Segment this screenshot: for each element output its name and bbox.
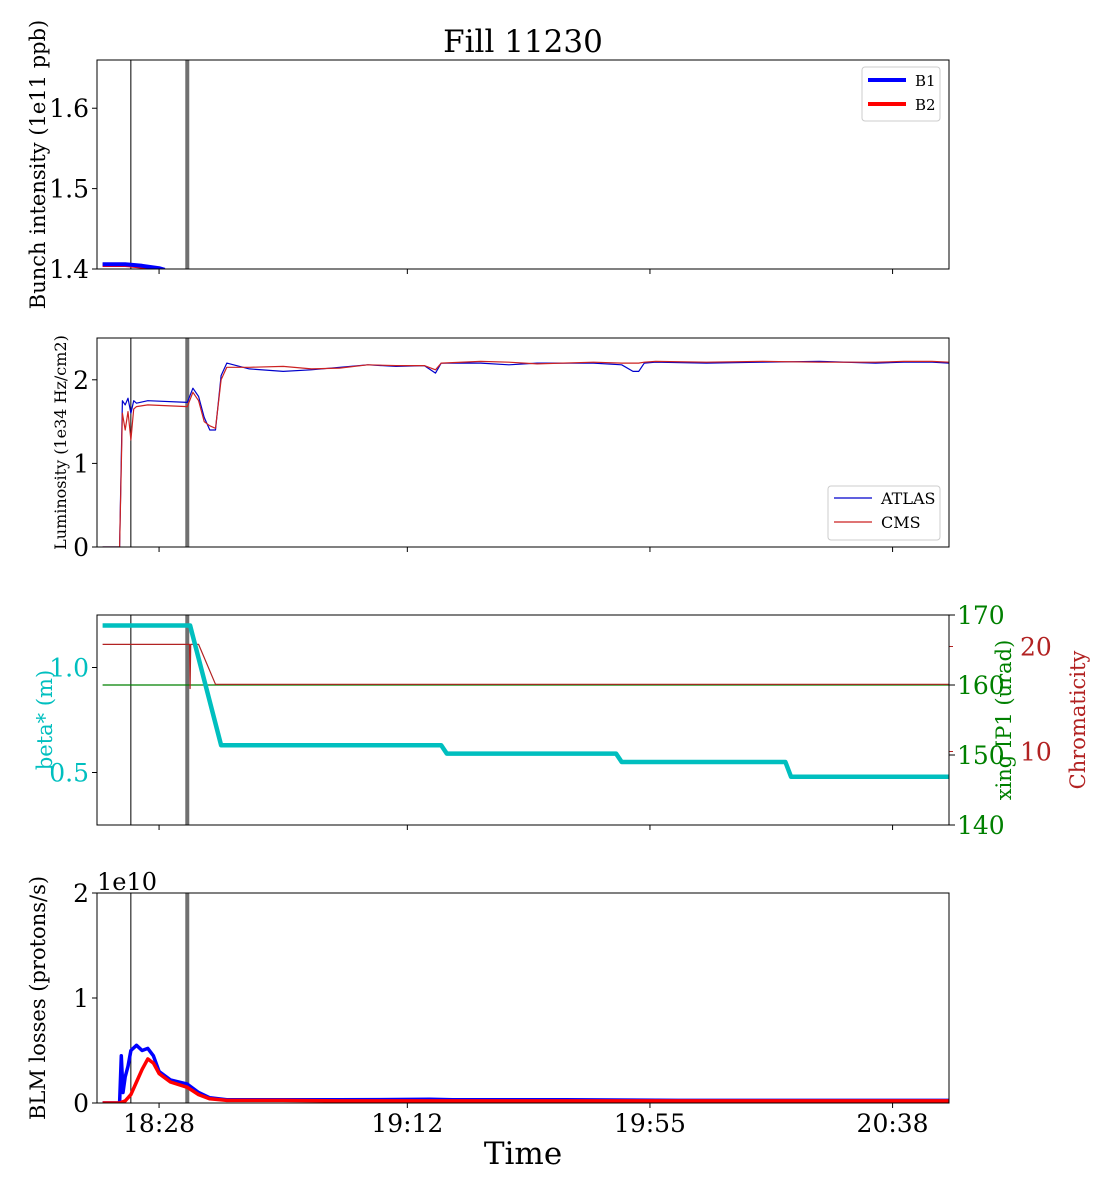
- panel-4: 1e10 0 1 2 BLM losses (protons/s): [26, 868, 950, 1120]
- xing-axis-label: xing IP1 (urad): [992, 640, 1016, 801]
- y-offset-label: 1e10: [97, 868, 157, 896]
- axes-frame: [96, 337, 950, 548]
- y-tick-label: 0: [73, 533, 89, 562]
- xing-tick-label: 170: [957, 601, 1005, 630]
- figure-title: Fill 11230: [443, 24, 603, 60]
- y-tick-label: 1.0: [49, 654, 89, 683]
- x-axis-label: Time: [484, 1136, 562, 1172]
- y-axis-label: BLM losses (protons/s): [26, 876, 50, 1120]
- legend-label-b2: B2: [915, 96, 936, 114]
- legend-label-atlas: ATLAS: [880, 489, 936, 508]
- plot-area-4: [102, 893, 949, 1103]
- y-axis-label: Bunch intensity (1e11 ppb): [26, 20, 50, 309]
- legend-box: [827, 485, 941, 541]
- x-tick-label: 19:12: [371, 1109, 443, 1138]
- axes-frame: [96, 614, 950, 826]
- y-axis-label: beta* (m): [33, 670, 57, 770]
- xing-tick-label: 150: [957, 741, 1005, 770]
- y-tick-label: 1.4: [49, 255, 89, 284]
- series-b1-loss-line: [102, 1043, 949, 1103]
- series-b2-loss-line: [102, 1057, 949, 1103]
- axes-frame: [96, 892, 950, 1104]
- y-tick-label: 1: [73, 449, 89, 478]
- y-tick-label: 1.6: [49, 94, 89, 123]
- y-tick-label: 0: [73, 1089, 89, 1118]
- y-axis-label: Luminosity (1e34 Hz/cm2): [51, 335, 70, 550]
- x-tick-label: 18:28: [123, 1109, 195, 1138]
- y-tick-label: 0.5: [49, 759, 89, 788]
- chromaticity-tick-label: 10: [1020, 738, 1052, 767]
- y-tick-label: 2: [73, 366, 89, 395]
- xing-tick-label: 160: [957, 671, 1005, 700]
- y-tick-label: 1: [73, 984, 89, 1013]
- plot-area-3: [102, 615, 949, 825]
- series-beta-line: [102, 623, 949, 779]
- x-tick-label: 20:38: [857, 1109, 929, 1138]
- legend-label-cms: CMS: [881, 513, 921, 532]
- legend: ATLAS CMS: [827, 485, 941, 541]
- series-chromaticity-line: [102, 643, 949, 690]
- xing-tick-label: 140: [957, 811, 1005, 840]
- chromaticity-axis-label: Chromaticity: [1066, 651, 1090, 790]
- chromaticity-tick-label: 20: [1020, 633, 1052, 662]
- legend-label-b1: B1: [915, 72, 936, 90]
- y-tick-label: 2: [73, 879, 89, 908]
- series-atlas-line: [102, 360, 949, 547]
- y-tick-label: 1.5: [49, 175, 89, 204]
- axes-frame: [96, 59, 950, 270]
- x-tick-label: 19:55: [614, 1109, 686, 1138]
- series-cms-line: [102, 360, 949, 547]
- plot-area-2: [102, 338, 949, 547]
- plot-area-1: [102, 60, 190, 269]
